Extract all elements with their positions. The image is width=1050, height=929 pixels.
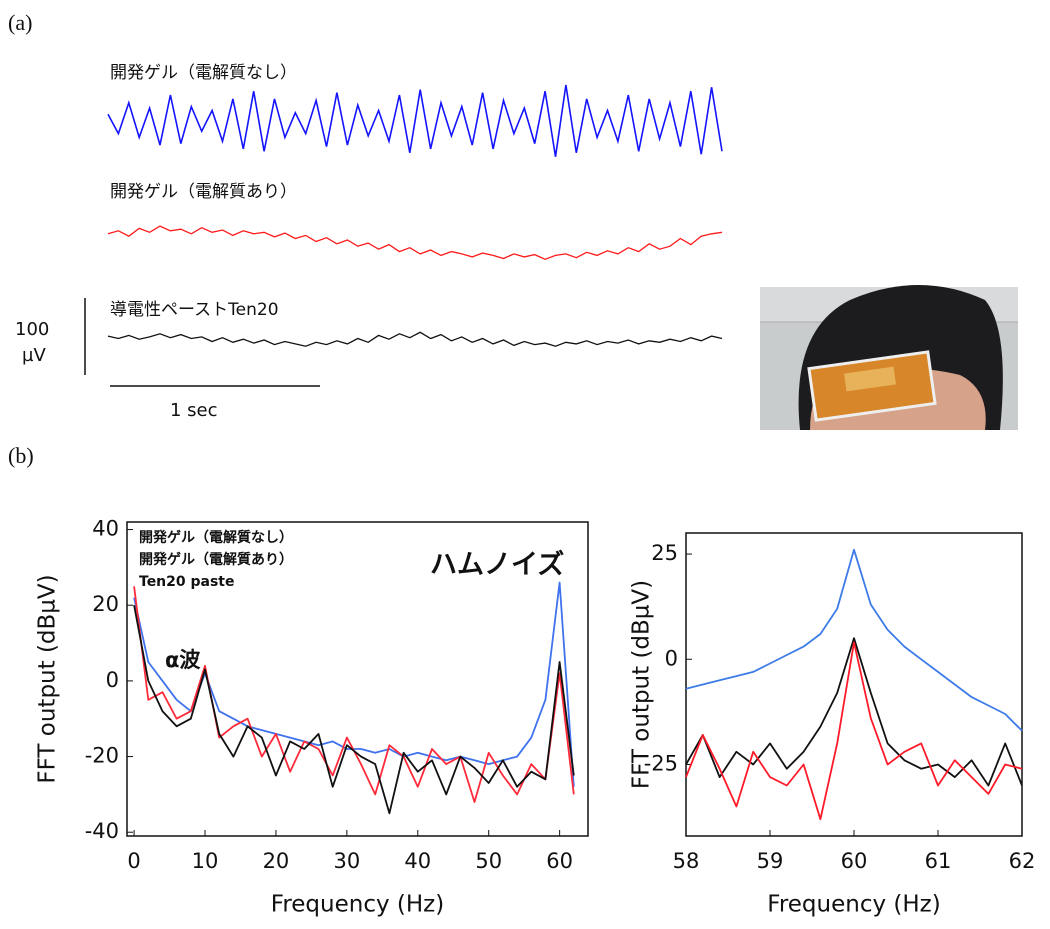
panel-label: (a) [8, 10, 32, 35]
trace-label: 開発ゲル（電解質なし） [110, 63, 297, 83]
trace [108, 226, 722, 259]
series-line [686, 638, 1022, 785]
x-tick-label: 62 [1009, 849, 1036, 873]
x-tick-label: 59 [757, 849, 784, 873]
x-tick-label: 20 [263, 849, 290, 873]
y-axis-label: FFT output (dBµV) [629, 580, 655, 789]
scale-bar-label: 1 sec [170, 400, 218, 421]
x-tick-label: 60 [841, 849, 868, 873]
x-tick-label: 30 [333, 849, 360, 873]
series-line [686, 642, 1022, 819]
x-tick-label: 60 [546, 849, 573, 873]
legend-entry: 開発ゲル（電解質あり） [139, 551, 293, 568]
page: {"chart_data": [ {"type": "trace", "pane… [0, 0, 1050, 929]
y-tick-label: 0 [106, 668, 119, 692]
y-tick-label: 0 [665, 646, 678, 670]
annotation: α波 [165, 648, 201, 672]
trace [108, 332, 722, 346]
x-axis-label: Frequency (Hz) [767, 892, 940, 918]
y-axis-label: FFT output (dBµV) [35, 574, 61, 783]
x-tick-label: 50 [475, 849, 502, 873]
panel-label: (b) [8, 443, 34, 468]
trace-label: 導電性ペーストTen20 [110, 300, 279, 320]
annotation: ハムノイズ [430, 549, 564, 581]
legend-entry: Ten20 paste [139, 574, 235, 590]
x-tick-label: 58 [673, 849, 700, 873]
trace-label: 開発ゲル（電解質あり） [110, 182, 297, 202]
y-tick-label: -40 [85, 819, 119, 843]
figure: (a) (b) 開発ゲル（電解質なし） 開発ゲル（電解質あり） 導電性ペーストTen… [0, 0, 1050, 925]
x-tick-label: 61 [925, 849, 952, 873]
x-axis-label: Frequency (Hz) [271, 892, 444, 918]
photo [760, 285, 1018, 430]
plot-frame [686, 533, 1022, 836]
scale-bar-value: 100 [15, 319, 49, 340]
scale-bar-unit: µV [22, 345, 46, 366]
x-tick-label: 40 [404, 849, 431, 873]
legend-entry: 開発ゲル（電解質なし） [139, 529, 293, 546]
trace [108, 85, 722, 157]
x-tick-label: 0 [127, 849, 140, 873]
y-tick-label: 25 [651, 541, 678, 565]
y-tick-label: 20 [92, 592, 119, 616]
x-tick-label: 10 [192, 849, 219, 873]
y-tick-label: 40 [92, 517, 119, 541]
y-tick-label: -20 [85, 744, 119, 768]
